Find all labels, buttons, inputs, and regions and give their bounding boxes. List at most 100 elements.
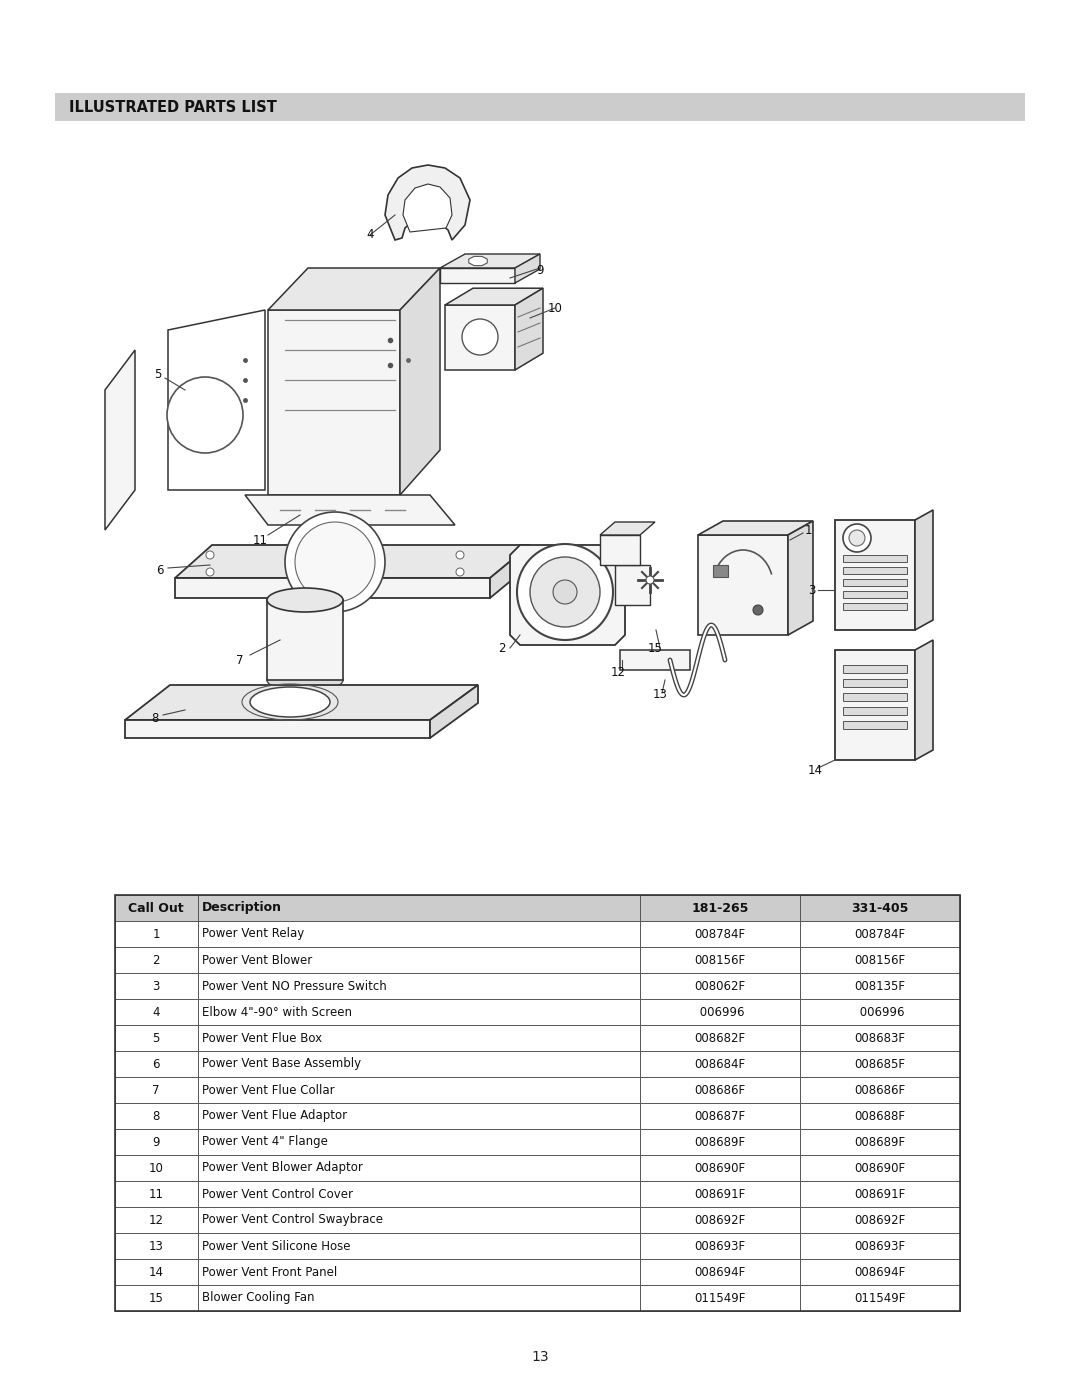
Text: 008685F: 008685F (854, 1058, 905, 1070)
Circle shape (206, 550, 214, 559)
Bar (600, 535, 640, 564)
Text: 008062F: 008062F (694, 979, 745, 992)
Bar (114, 895, 960, 921)
Circle shape (646, 576, 654, 584)
Text: 11: 11 (149, 1187, 163, 1200)
Text: 15: 15 (149, 1291, 163, 1305)
Text: 008693F: 008693F (854, 1239, 905, 1253)
Polygon shape (915, 510, 933, 630)
Bar (267, 599, 343, 680)
Polygon shape (515, 254, 540, 284)
Text: 011549F: 011549F (854, 1291, 906, 1305)
Text: 008691F: 008691F (854, 1187, 906, 1200)
Ellipse shape (249, 687, 330, 717)
Text: 006996: 006996 (696, 1006, 744, 1018)
Text: 2: 2 (498, 641, 505, 655)
Text: 008686F: 008686F (854, 1084, 905, 1097)
Polygon shape (600, 522, 654, 535)
Text: 181-265: 181-265 (691, 901, 748, 915)
Polygon shape (515, 288, 543, 370)
Polygon shape (698, 521, 813, 535)
Circle shape (517, 543, 613, 640)
Text: 10: 10 (149, 1161, 163, 1175)
Text: 008688F: 008688F (854, 1109, 905, 1123)
Polygon shape (384, 165, 470, 240)
Polygon shape (245, 495, 455, 525)
Polygon shape (490, 545, 530, 598)
Text: 7: 7 (237, 654, 244, 666)
Bar (55, 94, 1025, 122)
Text: 008684F: 008684F (694, 1058, 745, 1070)
Bar (843, 604, 907, 610)
Text: 008691F: 008691F (694, 1187, 745, 1200)
Text: 6: 6 (157, 563, 164, 577)
Text: 008683F: 008683F (854, 1031, 905, 1045)
Text: 10: 10 (548, 302, 563, 314)
Circle shape (462, 319, 498, 355)
Circle shape (456, 569, 464, 576)
Bar (843, 707, 907, 715)
Text: 008682F: 008682F (694, 1031, 745, 1045)
Polygon shape (105, 351, 135, 529)
Text: 15: 15 (648, 641, 662, 655)
Bar (445, 305, 515, 370)
Text: 13: 13 (531, 1350, 549, 1363)
Polygon shape (620, 650, 690, 671)
Polygon shape (175, 578, 490, 598)
Text: 9: 9 (537, 264, 543, 277)
Bar (843, 665, 907, 673)
Text: 008692F: 008692F (854, 1214, 906, 1227)
Text: 2: 2 (152, 954, 160, 967)
Text: Power Vent 4" Flange: Power Vent 4" Flange (202, 1136, 328, 1148)
Text: 6: 6 (152, 1058, 160, 1070)
Text: 11: 11 (253, 534, 268, 546)
Bar (114, 895, 960, 1310)
Text: Power Vent Blower Adaptor: Power Vent Blower Adaptor (202, 1161, 363, 1175)
Bar (114, 1104, 960, 1129)
Text: 008690F: 008690F (694, 1161, 745, 1175)
Text: 008135F: 008135F (854, 979, 905, 992)
Text: 1: 1 (805, 524, 812, 536)
Bar (114, 1207, 960, 1234)
Circle shape (206, 569, 214, 576)
Text: Blower Cooling Fan: Blower Cooling Fan (202, 1291, 314, 1305)
Text: 7: 7 (152, 1084, 160, 1097)
Bar (114, 1234, 960, 1259)
Bar (114, 972, 960, 999)
Text: 14: 14 (149, 1266, 163, 1278)
Text: 5: 5 (154, 369, 162, 381)
Text: Power Vent Front Panel: Power Vent Front Panel (202, 1266, 337, 1278)
Text: Power Vent Relay: Power Vent Relay (202, 928, 305, 940)
Text: 008687F: 008687F (694, 1109, 745, 1123)
Polygon shape (268, 268, 440, 310)
Text: Elbow 4"-90° with Screen: Elbow 4"-90° with Screen (202, 1006, 352, 1018)
Polygon shape (430, 685, 478, 738)
Bar (114, 1129, 960, 1155)
Bar (114, 999, 960, 1025)
Bar (114, 1285, 960, 1310)
Text: 008784F: 008784F (694, 928, 745, 940)
Polygon shape (440, 254, 540, 268)
Bar (114, 947, 960, 972)
Text: 008689F: 008689F (694, 1136, 745, 1148)
Polygon shape (510, 545, 625, 645)
Text: 008784F: 008784F (854, 928, 905, 940)
Polygon shape (125, 685, 478, 719)
Text: Power Vent Silicone Hose: Power Vent Silicone Hose (202, 1239, 351, 1253)
Text: 008693F: 008693F (694, 1239, 745, 1253)
Bar (835, 520, 915, 630)
Bar (114, 1259, 960, 1285)
Circle shape (753, 605, 762, 615)
Text: 1: 1 (152, 928, 160, 940)
Circle shape (553, 580, 577, 604)
Circle shape (167, 377, 243, 453)
Text: 12: 12 (610, 666, 625, 679)
Text: 12: 12 (149, 1214, 163, 1227)
Text: 008156F: 008156F (694, 954, 745, 967)
Text: 13: 13 (149, 1239, 163, 1253)
Polygon shape (400, 268, 440, 495)
Bar (698, 535, 788, 636)
Text: 5: 5 (152, 1031, 160, 1045)
Bar (843, 555, 907, 562)
Polygon shape (915, 640, 933, 760)
